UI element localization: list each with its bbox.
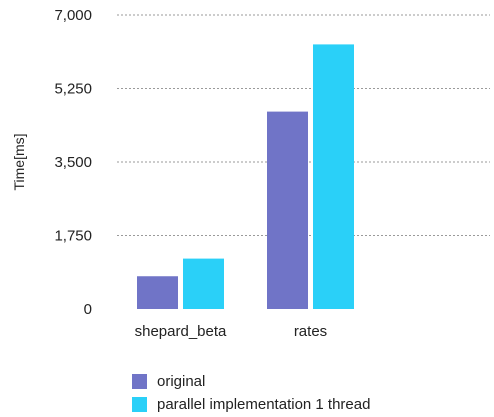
y-axis-label: Time[ms] [11,133,27,190]
legend-item-parallel: parallel implementation 1 thread [132,393,370,416]
y-tick-label: 7,000 [54,7,92,24]
bars [137,44,354,310]
legend-label-original: original [157,373,206,390]
bar-shepard_beta-parallel [183,258,224,309]
bar-shepard_beta-original [137,276,178,309]
legend-swatch-original [132,374,147,389]
y-tick-label: 3,500 [54,154,92,171]
x-tick-label: shepard_beta [135,323,227,340]
y-tick-label: 1,750 [54,228,92,245]
bar-rates-parallel [313,44,354,310]
y-tick-label: 0 [84,301,92,318]
legend: original parallel implementation 1 threa… [132,370,370,416]
bar-rates-original [267,111,308,309]
legend-item-original: original [132,370,370,393]
y-tick-labels: 0 1,750 3,500 5,250 7,000 [54,7,92,318]
x-tick-labels: shepard_beta rates [135,323,328,340]
y-tick-label: 5,250 [54,81,92,98]
x-tick-label: rates [294,323,327,340]
legend-label-parallel: parallel implementation 1 thread [157,396,371,413]
legend-swatch-parallel [132,397,147,412]
